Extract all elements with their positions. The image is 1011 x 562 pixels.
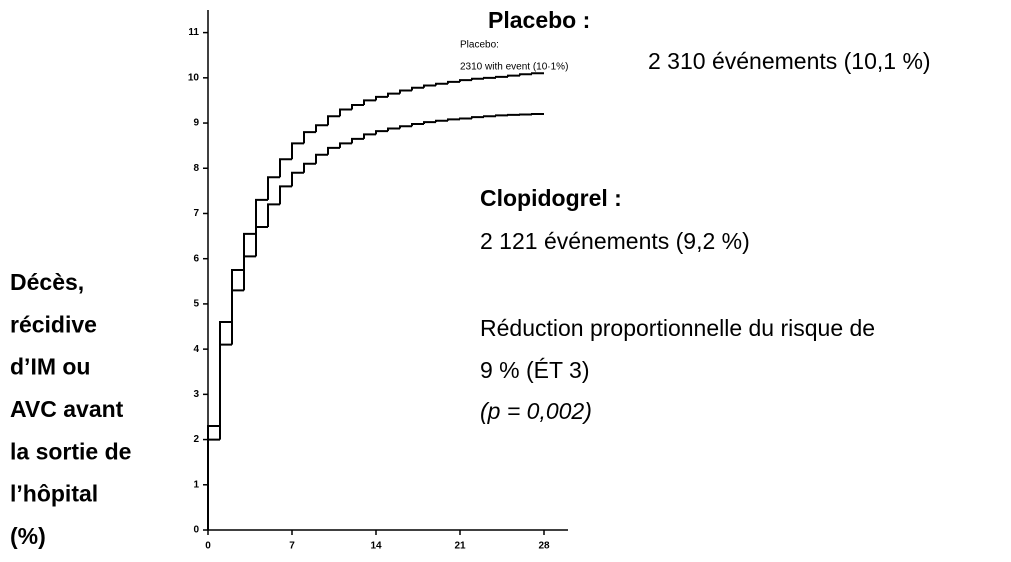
y-tick-label: 2	[193, 434, 199, 445]
step	[435, 82, 448, 86]
y-tick-label: 4	[193, 344, 199, 355]
clopidogrel-events: 2 121 événements (9,2 %)	[480, 228, 750, 254]
y-tick-label: 5	[193, 299, 199, 310]
reduction: 9 % (ÉT 3)	[480, 357, 590, 383]
y-axis-label: (%)	[10, 523, 46, 549]
y-tick-label: 8	[193, 163, 199, 174]
step	[387, 92, 400, 97]
y-axis-label: la sortie de	[10, 438, 131, 464]
step	[375, 130, 388, 135]
placebo-events: 2 310 événements (10,1 %)	[648, 48, 931, 74]
placebo-inset: 2310 with event (10·1%)	[460, 62, 568, 73]
y-tick-label: 9	[193, 118, 199, 129]
step	[399, 125, 412, 129]
x-tick-label: 28	[538, 541, 550, 552]
step	[423, 84, 436, 88]
step	[447, 80, 460, 84]
step	[303, 162, 316, 173]
y-tick-label: 6	[193, 253, 199, 264]
step	[375, 95, 388, 101]
step	[291, 142, 304, 160]
p-value: (p = 0,002)	[480, 398, 592, 424]
step	[351, 103, 364, 110]
step	[339, 108, 352, 117]
step	[447, 118, 460, 121]
step	[339, 142, 352, 148]
step	[207, 425, 220, 530]
placebo-title: Placebo :	[488, 7, 590, 33]
step	[423, 121, 436, 124]
x-tick-label: 14	[370, 541, 382, 552]
step	[279, 158, 292, 178]
step	[231, 269, 244, 322]
step	[387, 127, 400, 132]
step	[495, 114, 508, 117]
step	[411, 86, 424, 91]
x-tick-label: 0	[205, 541, 211, 552]
step	[315, 124, 328, 133]
y-axis-label: AVC avant	[10, 396, 124, 422]
x-tick-label: 7	[289, 541, 295, 552]
step	[327, 146, 340, 155]
step	[207, 438, 220, 530]
y-tick-label: 1	[193, 479, 199, 490]
step	[231, 289, 244, 345]
y-tick-label: 3	[193, 389, 199, 400]
y-tick-label: 10	[188, 72, 200, 83]
step	[435, 119, 448, 123]
step	[483, 76, 496, 79]
step	[255, 198, 268, 234]
y-axis-label: Décès,	[10, 269, 84, 295]
x-tick-label: 21	[454, 541, 466, 552]
step	[219, 321, 232, 426]
y-tick-label: 0	[193, 525, 199, 536]
reduction: Réduction proportionnelle du risque de	[480, 315, 875, 341]
y-tick-label: 7	[193, 208, 199, 219]
step	[351, 137, 364, 144]
y-axis-label: récidive	[10, 311, 97, 337]
step	[327, 115, 340, 126]
step	[507, 74, 520, 77]
clopidogrel-title: Clopidogrel :	[480, 185, 622, 211]
step	[315, 153, 328, 164]
y-axis-label: d’IM ou	[10, 354, 90, 380]
step	[243, 232, 256, 270]
step	[219, 343, 232, 440]
step	[483, 115, 496, 118]
y-axis-label: l’hôpital	[10, 481, 98, 507]
step	[363, 99, 376, 105]
step	[459, 117, 472, 120]
step	[411, 122, 424, 127]
y-tick-label: 11	[188, 27, 199, 38]
step	[471, 77, 484, 81]
step	[255, 226, 268, 257]
step	[495, 75, 508, 78]
step	[243, 255, 256, 291]
step	[459, 79, 472, 82]
step	[267, 176, 280, 200]
step	[303, 131, 316, 144]
step	[531, 72, 544, 75]
step	[471, 116, 484, 119]
step	[363, 133, 376, 139]
step	[279, 185, 292, 205]
step	[267, 203, 280, 228]
step	[291, 171, 304, 187]
step	[399, 89, 412, 94]
placebo-inset: Placebo:	[460, 40, 499, 51]
step	[519, 73, 532, 76]
